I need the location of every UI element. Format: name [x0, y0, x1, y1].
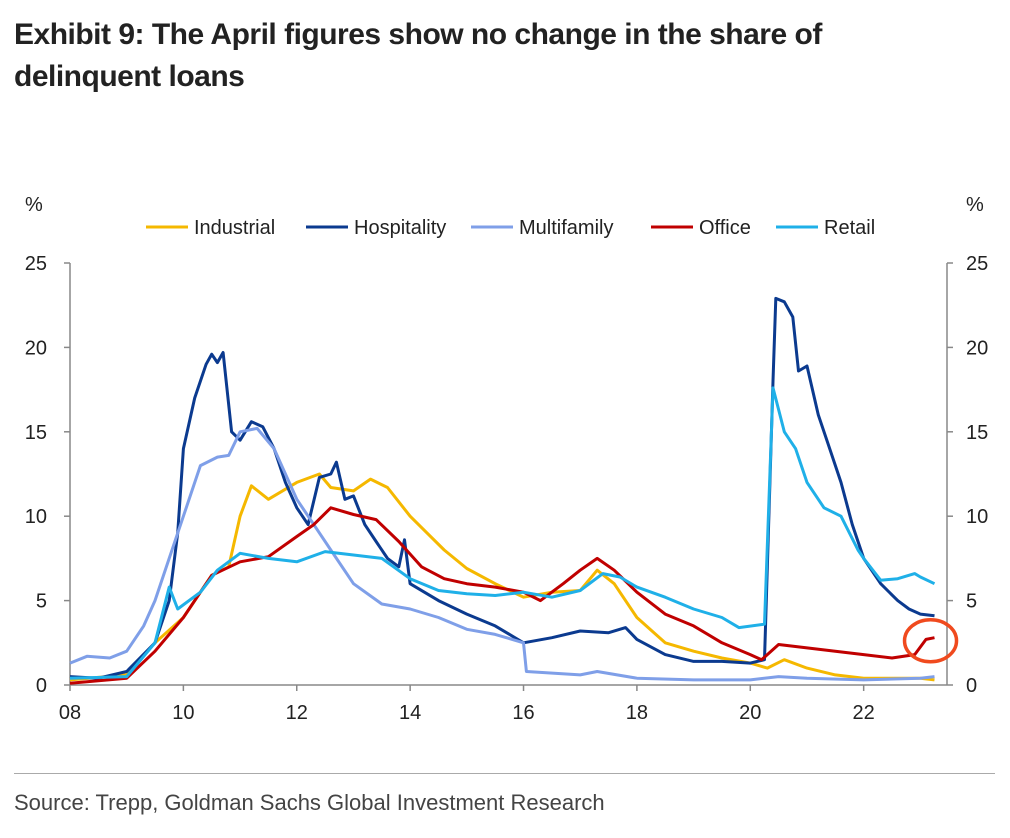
y-axis-label-left: %	[25, 194, 43, 216]
y-tick-label-left: 15	[25, 422, 47, 444]
y-tick-label-left: 25	[25, 253, 47, 275]
x-tick-label: 14	[399, 702, 421, 724]
series-line-industrial	[69, 472, 935, 682]
x-tick-label: 22	[853, 702, 875, 724]
y-tick-label-left: 0	[36, 675, 47, 697]
series-line-office	[69, 506, 935, 685]
series-line-hospitality	[69, 296, 935, 680]
y-tick-label-right: 10	[966, 506, 988, 528]
annotation-circle	[902, 617, 959, 664]
y-tick-label-left: 5	[36, 591, 47, 613]
x-tick-label: 16	[512, 702, 534, 724]
y-tick-label-left: 10	[25, 506, 47, 528]
series-line-multifamily	[69, 426, 935, 682]
y-tick-label-right: 15	[966, 422, 988, 444]
chart: % % 0 0 5 5 10 10 15 15 20 20 25 25 08 10 12 14 16 18 20 22 In…	[25, 194, 989, 724]
legend-label-multifamily: Multifamily	[519, 217, 613, 239]
y-tick-label-right: 25	[966, 253, 988, 275]
x-tick-label: 12	[286, 702, 308, 724]
legend-label-retail: Retail	[824, 217, 875, 239]
x-tick-label: 20	[739, 702, 761, 724]
y-tick-label-right: 5	[966, 591, 977, 613]
x-tick-label: 08	[59, 702, 81, 724]
source-note: Source: Trepp, Goldman Sachs Global Inve…	[14, 790, 605, 815]
chart-title: Exhibit 9: The April figures show no cha…	[14, 18, 822, 93]
y-tick-label-right: 20	[966, 337, 988, 359]
legend-label-office: Office	[699, 217, 751, 239]
divider	[14, 773, 995, 774]
y-axis-label-right: %	[966, 194, 984, 216]
legend-label-industrial: Industrial	[194, 217, 275, 239]
x-tick-label: 18	[626, 702, 648, 724]
y-tick-label-right: 0	[966, 675, 977, 697]
y-tick-label-left: 20	[25, 337, 47, 359]
legend-label-hospitality: Hospitality	[354, 217, 446, 239]
x-tick-label: 10	[172, 702, 194, 724]
series-line-retail	[69, 386, 936, 680]
